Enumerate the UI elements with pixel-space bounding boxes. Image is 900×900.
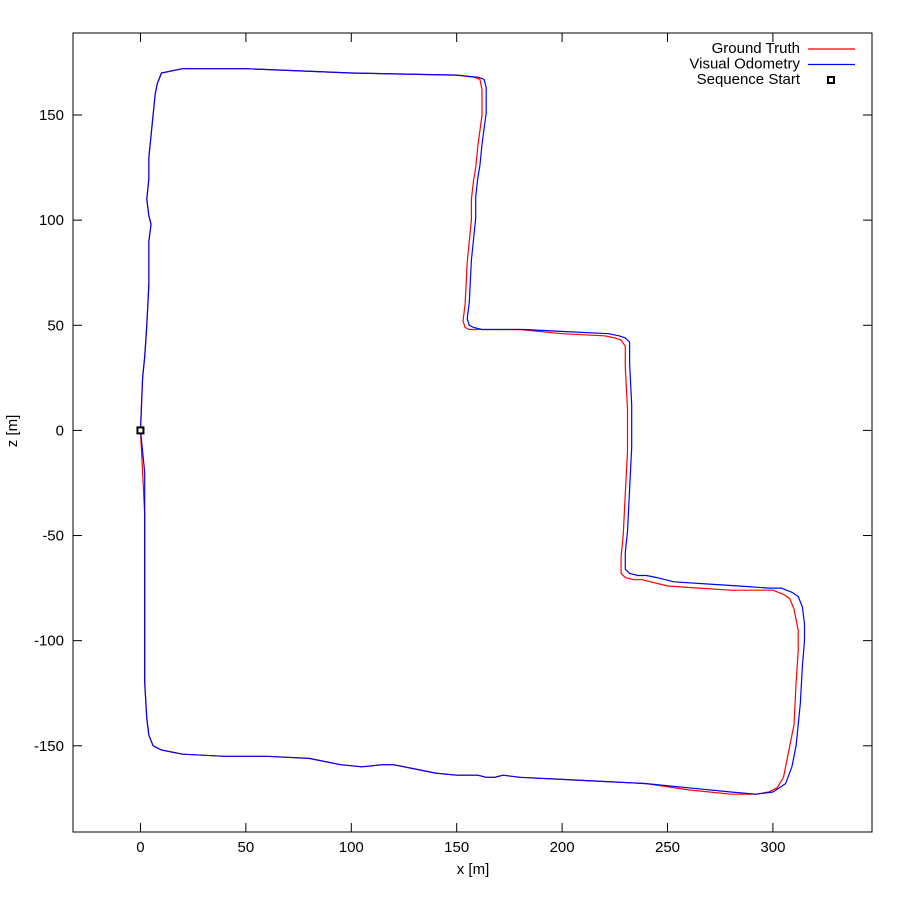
legend-label-ground-truth: Ground Truth (712, 40, 800, 57)
y-tick-label: -150 (34, 738, 64, 755)
y-tick-label: -50 (42, 528, 64, 545)
x-tick-label: 50 (238, 839, 255, 856)
x-tick-label: 200 (550, 839, 575, 856)
y-axis-title: z [m] (4, 415, 21, 448)
x-tick-label: 100 (339, 839, 364, 856)
y-tick-label: 0 (56, 422, 64, 439)
y-tick-label: -100 (34, 633, 64, 650)
visual-odometry-line (139, 68, 806, 795)
x-axis-title: x [m] (457, 861, 490, 878)
y-tick-label: 150 (39, 107, 64, 124)
x-tick-label: 300 (760, 839, 785, 856)
legend-swatch-sequence-start (827, 76, 835, 84)
legend-label-sequence-start: Sequence Start (697, 71, 801, 88)
x-tick-label: 0 (136, 839, 144, 856)
plot-frame (72, 32, 873, 833)
series-layer (136, 68, 806, 795)
axes-layer: 0 50 100 150 200 250 300 150 100 50 0 -50 -100 -150 (34, 32, 873, 856)
sequence-start-marker (136, 426, 145, 435)
y-tick-label: 100 (39, 212, 64, 229)
x-tick-label: 150 (444, 839, 469, 856)
y-tick-label: 50 (47, 317, 64, 334)
x-tick-label: 250 (655, 839, 680, 856)
legend-label-visual-odometry: Visual Odometry (689, 56, 800, 73)
